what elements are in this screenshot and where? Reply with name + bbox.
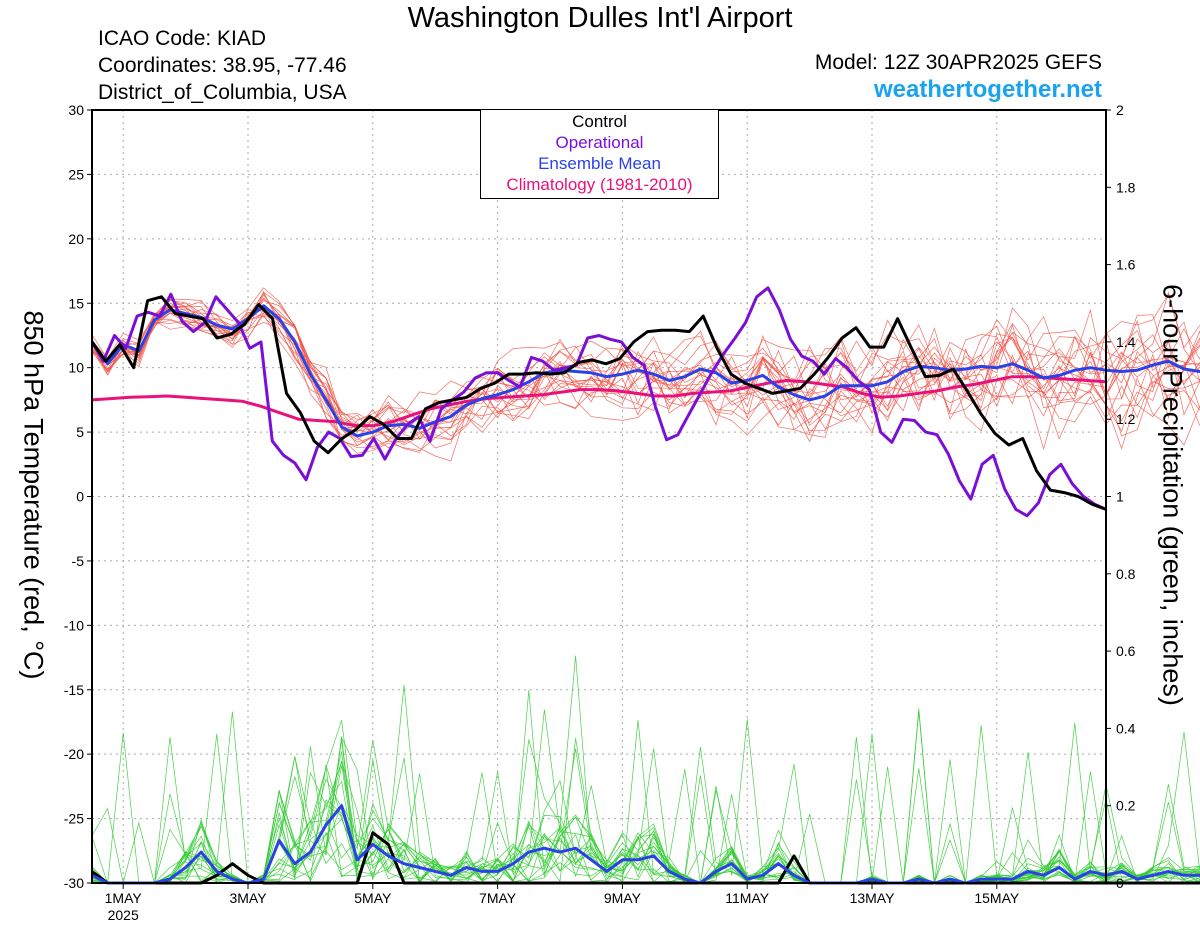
x-tick-label: 15MAY [974,890,1020,906]
x-tick-label: 3MAY [229,890,267,906]
y-tick-label: 25 [68,166,84,182]
icao-code: ICAO Code: KIAD [98,27,267,50]
plot-frame [91,109,1107,884]
legend-climatology: Climatology (1981-2010) [506,175,693,194]
y2-tick-label: 1.8 [1116,179,1136,195]
legend-control: Control [572,112,627,131]
legend: Control Operational Ensemble Mean Climat… [480,109,719,199]
temp-member-line [91,297,1200,454]
y-axis-label-left: 850 hPa Temperature (red, °C) [18,310,49,680]
precip-member-line [91,708,1200,884]
precip-member-line [91,737,1200,884]
x-tick-label: 1MAY [105,890,143,906]
y-tick-label: 5 [76,424,84,440]
ensemble-mean-line [90,304,1200,438]
precip-member-line [91,789,1200,884]
x-tick-label: 9MAY [604,890,642,906]
temp-member-line [91,291,1200,430]
y-tick-label: -30 [64,875,84,891]
y-tick-label: -20 [64,746,84,762]
y2-tick-label: 1 [1116,489,1124,505]
y2-tick-label: 1.4 [1116,334,1136,350]
precip-member-line [91,736,1200,884]
temp-member-line [91,302,1200,453]
y2-tick-label: 0.6 [1116,643,1136,659]
x-tick-label: 13MAY [850,890,896,906]
ensemble-mean-precip-line [91,804,1200,885]
site-link[interactable]: weathertogether.net [873,76,1102,103]
y2-tick-label: 0.2 [1116,798,1136,814]
main-series [90,286,1200,885]
model-run-label: Model: 12Z 30APR2025 GEFS [814,51,1102,74]
temp-member-line [91,305,1200,443]
legend-operational: Operational [555,133,644,152]
temp-member-line [91,309,1200,441]
x-tick-label: 5MAY [354,890,392,906]
temp-member-line [91,298,1200,439]
y2-tick-label: 2 [1116,102,1124,118]
chart-title: Washington Dulles Int'l Airport [407,2,793,34]
operational-line [90,286,1107,518]
climatology-line [91,375,1107,428]
y2-tick-label: 1.6 [1116,257,1136,273]
x-tick-label: 11MAY [725,890,769,906]
y-tick-label: 15 [68,295,84,311]
precip-member-line [91,733,1200,884]
y2-tick-label: 0 [1116,875,1124,891]
ensemble-members-temperature [91,287,1200,462]
y-tick-label: 30 [68,102,84,118]
y-tick-label: -10 [64,617,84,633]
y-tick-label: 20 [68,231,84,247]
precip-member-line [91,709,1200,884]
y-tick-label: 0 [76,489,84,505]
grid-lines [92,109,1106,884]
y-tick-label: -25 [64,811,84,827]
precip-member-line [91,751,1200,884]
legend-ensemble-mean: Ensemble Mean [538,154,661,173]
y-tick-label: 10 [68,360,84,376]
y-tick-label: -15 [64,682,84,698]
right-axis-ticks: 2 1.8 1.6 1.4 1.2 1 0.8 0.6 0.4 0.2 0 [1106,102,1136,891]
x-tick-label: 7MAY [479,890,517,906]
coordinates: Coordinates: 38.95, -77.46 [98,54,347,77]
x-tick-year: 2025 [108,907,139,923]
temp-member-line [91,292,1200,433]
left-axis-ticks: 30 25 20 15 10 5 0 -5 -10 -15 -20 -25 -30 [64,102,92,891]
temp-member-line [91,306,1200,450]
control-line [90,295,1107,511]
y2-tick-label: 1.2 [1116,411,1136,427]
y-axis-label-right: 6-hour Precipitation (green, inches) [1157,284,1188,706]
temp-member-line [91,293,1200,432]
precip-member-line [91,738,1200,884]
district-label: District_of_Columbia, USA [98,81,347,104]
precip-member-line [91,655,1200,884]
precip-member-line [91,748,1200,884]
y2-tick-label: 0.8 [1116,566,1136,582]
y2-tick-label: 0.4 [1116,720,1136,736]
y-tick-label: -5 [72,553,85,569]
temp-member-line [91,298,1200,462]
